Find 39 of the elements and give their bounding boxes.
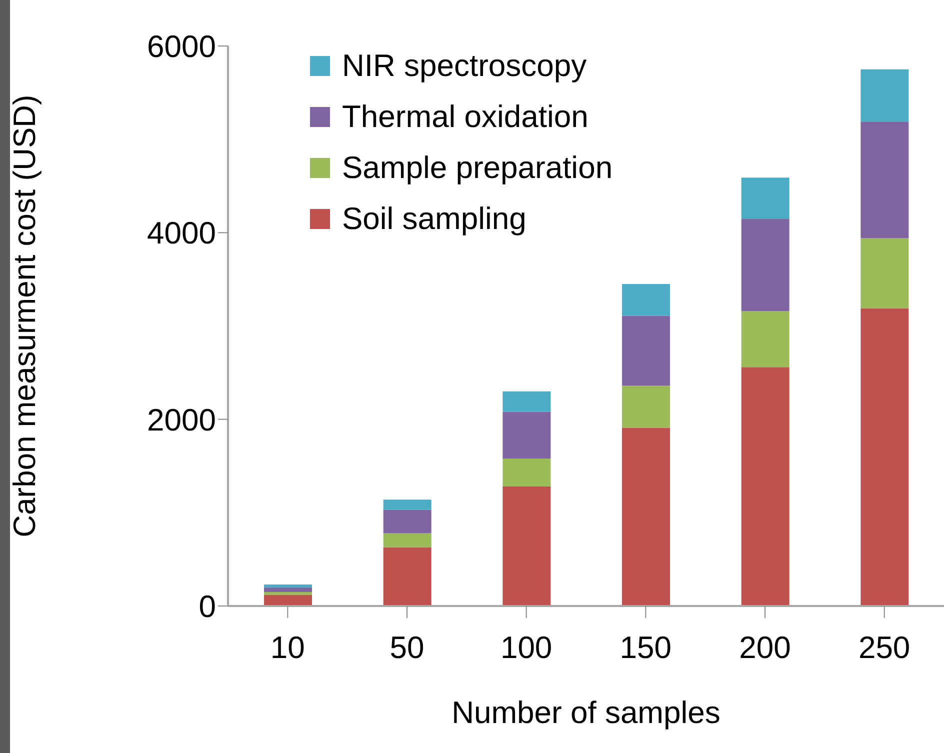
y-tick-label: 2000 (147, 402, 216, 438)
bar (622, 316, 670, 386)
legend-label: NIR spectroscopy (342, 47, 587, 85)
x-tick-label: 150 (620, 630, 672, 666)
bar (383, 533, 432, 548)
x-tick-label: 200 (739, 630, 791, 666)
bar (622, 386, 670, 428)
bar (383, 547, 432, 606)
bar (741, 218, 790, 312)
legend-label: Sample preparation (342, 149, 613, 187)
bar (264, 584, 312, 588)
bar (502, 391, 551, 412)
x-axis-title: Number of samples (452, 695, 720, 730)
x-tick-label: 250 (858, 630, 910, 666)
bar (502, 412, 551, 459)
bar (383, 500, 432, 510)
bar (502, 486, 551, 606)
y-tick-label: 6000 (147, 29, 216, 64)
x-tick-label: 50 (390, 630, 424, 666)
bar (264, 587, 312, 592)
bar (383, 510, 432, 534)
bar (502, 458, 551, 487)
x-tick-label: 100 (500, 630, 552, 666)
bar (860, 308, 909, 606)
bar (741, 178, 790, 219)
bar (860, 122, 909, 238)
bar (264, 592, 312, 595)
y-tick-label: 4000 (147, 216, 216, 251)
bar (741, 367, 790, 606)
x-tick-label: 10 (270, 630, 305, 666)
bar (860, 238, 909, 308)
bar (741, 311, 790, 368)
y-axis-title: Carbon measurment cost (USD) (7, 94, 42, 538)
legend-label: Thermal oxidation (342, 98, 588, 136)
bar (622, 284, 670, 316)
y-tick-label: 0 (198, 589, 216, 624)
bar (622, 428, 670, 606)
legend-label: Soil sampling (342, 200, 526, 238)
bar (860, 69, 909, 122)
